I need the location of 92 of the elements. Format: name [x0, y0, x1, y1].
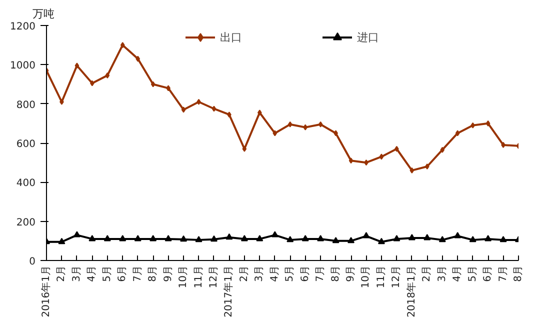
point: [438, 236, 446, 242]
point: [486, 120, 490, 126]
point: [410, 167, 414, 174]
y-tick-label: 1200: [10, 22, 36, 32]
point: [317, 234, 324, 242]
x-tick-label: 6月: [482, 265, 494, 282]
point: [455, 130, 460, 136]
x-tick-label: 7月: [132, 265, 144, 282]
x-tick-label: 2018年1月: [405, 266, 418, 318]
point: [303, 124, 308, 130]
point: [272, 130, 278, 136]
y-tick-label: 600: [16, 139, 36, 150]
x-tick-label: 2月: [422, 265, 433, 282]
point: [257, 110, 262, 116]
point: [181, 106, 186, 113]
point: [424, 234, 431, 240]
x-tick-label: 11月: [376, 265, 387, 288]
x-tick-label: 9月: [346, 265, 357, 282]
y-tick-label: 0: [29, 256, 36, 268]
legend-label: 进口: [357, 30, 379, 44]
x-tick-label: 4月: [452, 265, 464, 282]
point: [240, 234, 248, 242]
point: [210, 235, 218, 242]
point: [348, 158, 354, 164]
point: [212, 106, 216, 112]
legend-label: 出口: [220, 30, 242, 44]
y-axis-title: 万吨: [32, 8, 54, 20]
point: [150, 81, 156, 88]
point: [256, 234, 264, 242]
x-tick-label: 2016年1月: [40, 266, 52, 318]
point: [242, 146, 247, 152]
point: [424, 164, 430, 170]
x-tick-label: 12月: [208, 265, 220, 288]
x-tick-label: 2017年1月: [222, 266, 235, 318]
point: [378, 238, 385, 244]
y-tick-label: 1000: [10, 60, 36, 72]
point: [195, 236, 202, 242]
x-tick-label: 12月: [391, 265, 402, 288]
point: [440, 146, 445, 153]
x-tick-label: 3月: [436, 265, 448, 282]
x-tick-label: 5月: [102, 265, 113, 282]
x-tick-label: 6月: [117, 265, 128, 282]
y-tick-label: 200: [16, 217, 36, 228]
point: [134, 234, 142, 242]
x-tick-label: 9月: [162, 265, 174, 282]
point: [150, 234, 157, 242]
x-tick-label: 5月: [284, 265, 296, 282]
point: [362, 232, 370, 238]
point: [286, 236, 294, 242]
x-tick-label: 7月: [315, 265, 326, 282]
x-tick-label: 8月: [330, 265, 342, 282]
point: [302, 234, 309, 242]
point: [119, 234, 126, 242]
point: [454, 232, 462, 238]
x-tick-label: 4月: [269, 265, 280, 282]
point: [120, 42, 125, 48]
y-tick-label: 400: [16, 178, 36, 190]
y-tick-label: 800: [16, 100, 36, 111]
point: [500, 236, 507, 242]
x-tick-label: 6月: [300, 265, 311, 282]
point: [164, 234, 172, 242]
x-tick-label: 5月: [467, 265, 478, 282]
x-tick-label: 8月: [148, 265, 159, 282]
point: [408, 234, 416, 240]
point: [379, 154, 384, 160]
x-tick-label: 7月: [498, 265, 509, 282]
point: [318, 121, 323, 128]
x-tick-label: 10月: [178, 265, 190, 288]
point: [393, 234, 400, 242]
point: [74, 62, 80, 69]
x-tick-label: 3月: [254, 265, 266, 282]
point: [136, 56, 140, 62]
point: [348, 236, 355, 244]
point: [271, 231, 278, 238]
x-tick-label: 3月: [71, 265, 82, 282]
x-tick-label: 8月: [513, 265, 524, 282]
x-tick-label: 2月: [238, 265, 250, 282]
point: [484, 234, 492, 242]
point: [226, 233, 233, 240]
point: [104, 234, 111, 242]
point: [288, 121, 292, 128]
x-tick-label: 11月: [193, 265, 204, 288]
point: [88, 234, 96, 242]
point: [73, 231, 80, 238]
x-tick-label: 2月: [56, 265, 68, 282]
x-tick-label: 10月: [360, 265, 372, 288]
point: [105, 72, 110, 78]
point: [180, 235, 188, 242]
x-tick-label: 4月: [86, 265, 98, 282]
point: [332, 236, 340, 244]
point: [469, 236, 476, 242]
point: [58, 238, 66, 244]
